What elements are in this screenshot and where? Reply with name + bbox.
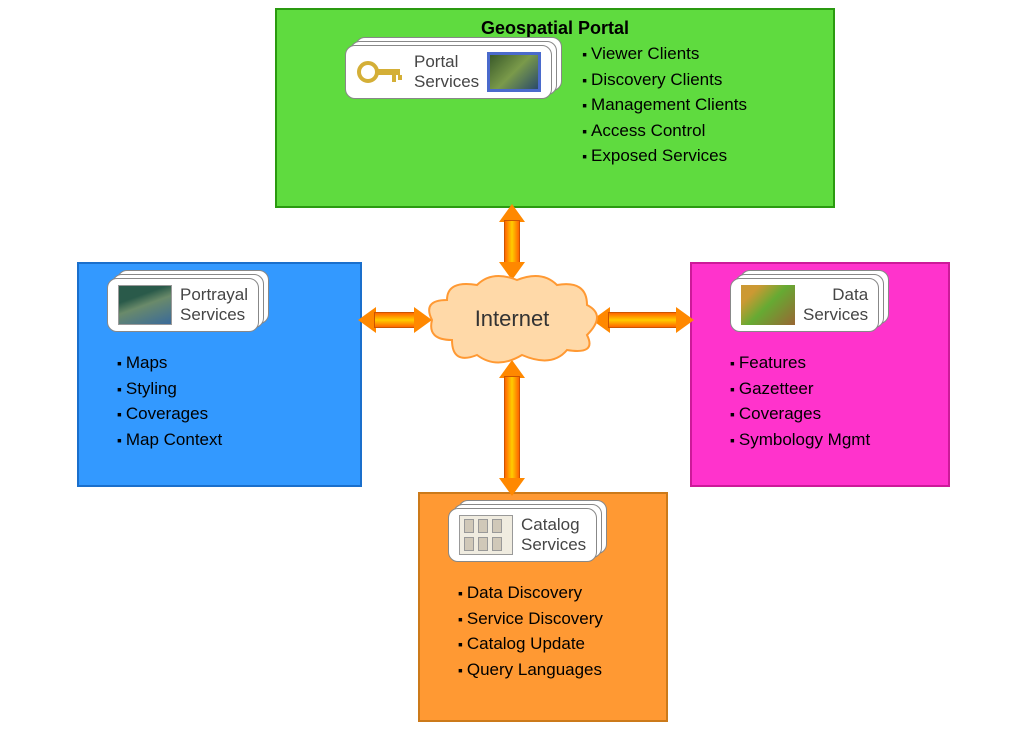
internet-cloud: Internet [422, 270, 602, 370]
portal-card-label: Portal Services [414, 52, 479, 91]
arrow-left [360, 312, 430, 328]
data-box: Data Services Features Gazetteer Coverag… [690, 262, 950, 487]
catalog-card-label: Catalog Services [521, 515, 586, 554]
portal-bullets: Viewer Clients Discovery Clients Managem… [582, 41, 747, 169]
catalog-card: Catalog Services [448, 508, 597, 562]
portal-thumb [487, 52, 541, 92]
data-bullets: Features Gazetteer Coverages Symbology M… [730, 350, 940, 452]
arrow-top [504, 206, 520, 278]
portal-box: Geospatial Portal Portal Services [275, 8, 835, 208]
data-card: Data Services [730, 278, 879, 332]
portal-title: Geospatial Portal [285, 18, 825, 39]
catalog-bullets: Data Discovery Service Discovery Catalog… [458, 580, 658, 682]
portrayal-thumb [118, 285, 172, 325]
data-thumb [741, 285, 795, 325]
catalog-thumb [459, 515, 513, 555]
internet-label: Internet [422, 306, 602, 332]
data-card-label: Data Services [803, 285, 868, 324]
arrow-right [594, 312, 692, 328]
portrayal-bullets: Maps Styling Coverages Map Context [117, 350, 352, 452]
catalog-box: Catalog Services Data Discovery Service … [418, 492, 668, 722]
portrayal-card-label: Portrayal Services [180, 285, 248, 324]
arrow-bottom [504, 362, 520, 494]
key-icon [356, 52, 406, 92]
portrayal-card: Portrayal Services [107, 278, 259, 332]
portrayal-box: Portrayal Services Maps Styling Coverage… [77, 262, 362, 487]
portal-card: Portal Services [345, 45, 552, 99]
